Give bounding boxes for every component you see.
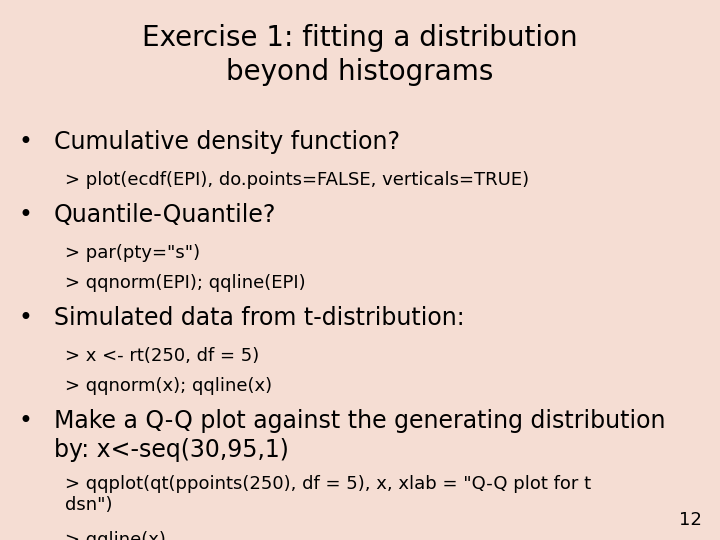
Text: > qqnorm(x); qqline(x): > qqnorm(x); qqline(x) [65, 377, 272, 395]
Text: •: • [18, 130, 32, 153]
Text: > qqline(x): > qqline(x) [65, 531, 166, 540]
Text: 12: 12 [679, 511, 702, 529]
Text: •: • [18, 409, 32, 433]
Text: > qqnorm(EPI); qqline(EPI): > qqnorm(EPI); qqline(EPI) [65, 274, 305, 292]
Text: •: • [18, 306, 32, 330]
Text: Simulated data from t-distribution:: Simulated data from t-distribution: [54, 306, 464, 330]
Text: Cumulative density function?: Cumulative density function? [54, 130, 400, 153]
Text: > plot(ecdf(EPI), do.points=FALSE, verticals=TRUE): > plot(ecdf(EPI), do.points=FALSE, verti… [65, 171, 529, 188]
Text: > qqplot(qt(ppoints(250), df = 5), x, xlab = "Q-Q plot for t
dsn"): > qqplot(qt(ppoints(250), df = 5), x, xl… [65, 475, 591, 514]
Text: Exercise 1: fitting a distribution
beyond histograms: Exercise 1: fitting a distribution beyon… [142, 24, 578, 86]
Text: Quantile-Quantile?: Quantile-Quantile? [54, 203, 276, 227]
Text: > x <- rt(250, df = 5): > x <- rt(250, df = 5) [65, 347, 259, 365]
Text: Make a Q-Q plot against the generating distribution
by: x<-seq(30,95,1): Make a Q-Q plot against the generating d… [54, 409, 665, 462]
Text: •: • [18, 203, 32, 227]
Text: > par(pty="s"): > par(pty="s") [65, 244, 200, 262]
